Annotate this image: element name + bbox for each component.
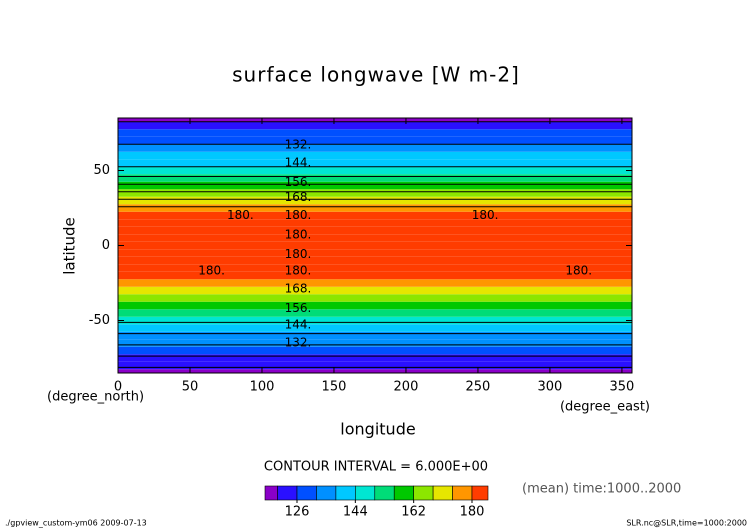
y-axis-label: latitude (61, 217, 79, 275)
contour-band (118, 309, 632, 317)
contour-interval: CONTOUR INTERVAL = 6.000E+00 (264, 460, 488, 475)
x-unit: (degree_east) (560, 400, 650, 415)
contour-band (118, 271, 632, 280)
contour-band (118, 234, 632, 242)
contour-band (118, 369, 632, 373)
colorbar-tick-label: 126 (285, 505, 310, 520)
contour-band (118, 181, 632, 190)
chart-title: surface longwave [W m-2] (232, 63, 520, 87)
colorbar-swatch (432, 485, 453, 501)
contour-band (118, 301, 632, 310)
contour-band (118, 196, 632, 205)
colorbar-swatch (452, 485, 473, 501)
mean-note: (mean) time:1000..2000 (522, 482, 681, 497)
colorbar: 126 144 162 180 (264, 485, 489, 520)
contour-band (118, 226, 632, 235)
colorbar-swatch (374, 485, 395, 501)
contour-band (118, 286, 632, 295)
contour-band (118, 121, 632, 130)
colorbar-tick-label: 180 (460, 505, 485, 520)
contour-band (118, 211, 632, 220)
contour-label: 180. (565, 264, 592, 278)
contour-band (118, 249, 632, 257)
contour-label: 132. (285, 336, 312, 350)
contour-label: 180. (472, 208, 499, 222)
contour-label: 180. (285, 264, 312, 278)
footer-left: ./gpview_custom-ym06 2009-07-13 (5, 519, 147, 528)
colorbar-swatch (413, 485, 434, 501)
contour-band (118, 241, 632, 250)
contour-band (118, 144, 632, 152)
contour-band (118, 324, 632, 332)
x-tick-label: 150 (322, 380, 347, 395)
contour-label: 180. (285, 208, 312, 222)
colorbar-swatch (316, 485, 337, 501)
contour-band (118, 219, 632, 227)
contour-band (118, 129, 632, 137)
contour-band (118, 204, 632, 212)
contour-band (118, 136, 632, 145)
colorbar-swatch (393, 485, 414, 501)
contour-band (118, 339, 632, 347)
x-tick-label: 350 (610, 380, 635, 395)
contour-label: 180. (227, 208, 254, 222)
x-tick-label: 0 (114, 380, 122, 395)
y-tick-label: 50 (93, 163, 110, 178)
contour-band (118, 174, 632, 182)
colorbar-tick-label: 162 (401, 505, 426, 520)
y-tick-label: 0 (102, 238, 110, 253)
colorbar-swatch (355, 485, 376, 501)
contour-band (118, 294, 632, 302)
x-tick-label: 100 (250, 380, 275, 395)
contour-band (118, 189, 632, 197)
contour-band (118, 256, 632, 265)
contour-label: 180. (285, 228, 312, 242)
contour-band (118, 118, 632, 122)
colorbar-swatch (277, 485, 298, 501)
colorbar-swatch (335, 485, 356, 501)
contour-band (118, 316, 632, 325)
contour-band (118, 264, 632, 272)
contour-band (118, 331, 632, 340)
contour-label: 156. (285, 301, 312, 315)
contour-band (118, 166, 632, 175)
x-tick-label: 250 (466, 380, 491, 395)
colorbar-swatch (264, 485, 278, 501)
contour-label: 132. (285, 138, 312, 152)
colorbar-tick-label: 144 (343, 505, 368, 520)
contour-label: 180. (198, 264, 225, 278)
contour-band (118, 354, 632, 362)
x-tick-label: 300 (538, 380, 563, 395)
x-tick-label: 200 (394, 380, 419, 395)
contour-band (118, 151, 632, 160)
contour-label: 144. (285, 318, 312, 332)
colorbar-swatch (296, 485, 317, 501)
y-unit: (degree_north) (47, 390, 144, 405)
y-tick-label: -50 (89, 313, 110, 328)
contour-label: 144. (285, 156, 312, 170)
contour-band (118, 159, 632, 167)
contour-label: 168. (285, 190, 312, 204)
contour-label: 156. (285, 175, 312, 189)
contour-band (118, 279, 632, 287)
contour-label: 180. (285, 247, 312, 261)
colorbar-swatch (471, 485, 489, 501)
x-axis-label: longitude (340, 420, 415, 439)
contour-band (118, 346, 632, 355)
plot-area: 132.144.156.168.180.180. 180.180.180.180.… (117, 117, 633, 374)
contour-label: 168. (285, 282, 312, 296)
x-tick-label: 50 (182, 380, 199, 395)
footer-right: SLR.nc@SLR,time=1000:2000 (626, 519, 747, 528)
contour-band (118, 361, 632, 370)
